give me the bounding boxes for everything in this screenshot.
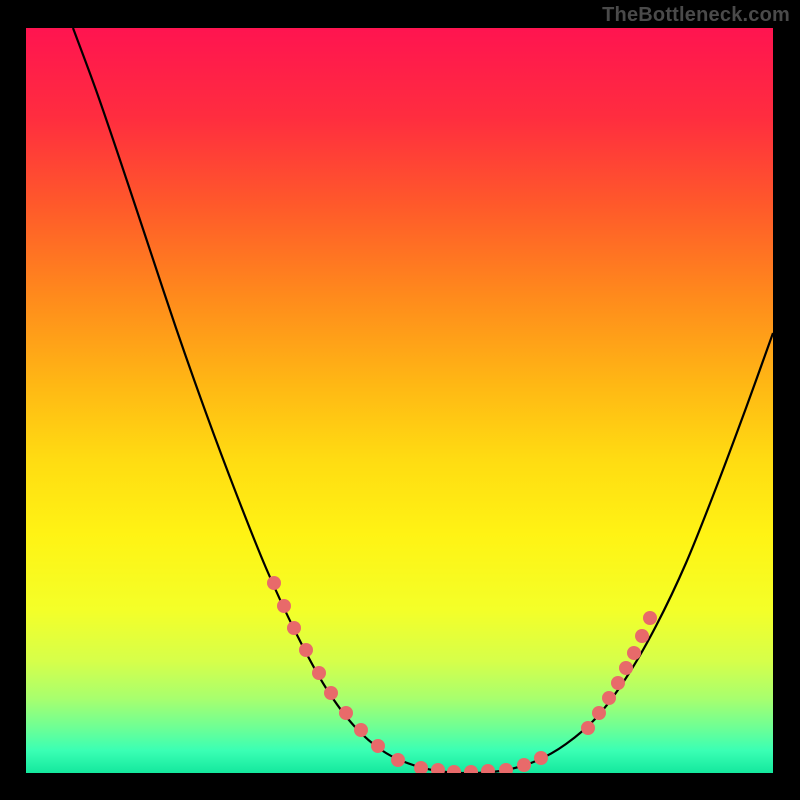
- marker-dot: [627, 646, 641, 660]
- marker-dot: [339, 706, 353, 720]
- marker-dot: [391, 753, 405, 767]
- marker-dot: [481, 764, 495, 773]
- marker-group: [267, 576, 657, 773]
- marker-dot: [431, 763, 445, 773]
- marker-dot: [464, 765, 478, 773]
- curve-layer-svg: [26, 28, 773, 773]
- marker-dot: [499, 763, 513, 773]
- marker-dot: [312, 666, 326, 680]
- marker-dot: [619, 661, 633, 675]
- marker-dot: [611, 676, 625, 690]
- marker-dot: [602, 691, 616, 705]
- marker-dot: [635, 629, 649, 643]
- bottleneck-curve: [73, 28, 773, 773]
- marker-dot: [267, 576, 281, 590]
- marker-dot: [643, 611, 657, 625]
- marker-dot: [581, 721, 595, 735]
- marker-dot: [287, 621, 301, 635]
- watermark-text: TheBottleneck.com: [602, 4, 790, 27]
- marker-dot: [354, 723, 368, 737]
- marker-dot: [299, 643, 313, 657]
- marker-dot: [414, 761, 428, 773]
- marker-dot: [534, 751, 548, 765]
- marker-dot: [447, 765, 461, 773]
- plot-area: [26, 28, 773, 773]
- marker-dot: [517, 758, 531, 772]
- marker-dot: [371, 739, 385, 753]
- marker-dot: [324, 686, 338, 700]
- marker-dot: [277, 599, 291, 613]
- marker-dot: [592, 706, 606, 720]
